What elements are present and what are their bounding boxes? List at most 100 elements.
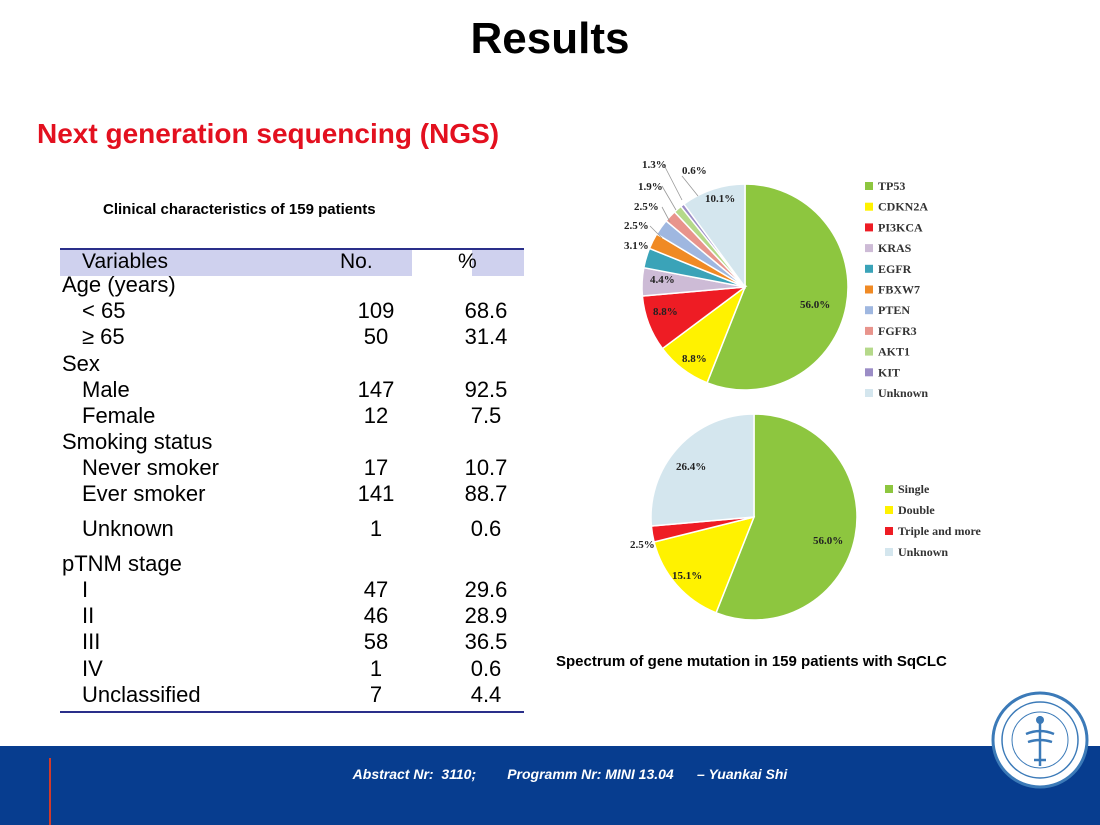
gene-mutation-pie-chart: 56.0% 8.8% 8.8% 4.4% 3.1% 2.5% 2.5% 1.9% 1.3% 0.6… bbox=[624, 159, 928, 400]
legend-label: AKT1 bbox=[878, 345, 910, 359]
legend-label: FGFR3 bbox=[878, 324, 917, 338]
legend-swatch bbox=[865, 182, 873, 190]
table-row: Age (years) bbox=[60, 272, 524, 298]
table-row: pTNM stage bbox=[60, 551, 524, 577]
data-label: 56.0% bbox=[800, 299, 830, 311]
legend-swatch bbox=[865, 389, 873, 397]
row-percent: 31.4 bbox=[464, 324, 508, 349]
legend-label: FBXW7 bbox=[878, 283, 920, 297]
row-count: 12 bbox=[363, 403, 389, 428]
row-count: 147 bbox=[357, 377, 395, 402]
legend-label: Double bbox=[898, 503, 935, 517]
leader-line bbox=[661, 206, 671, 223]
legend-label: EGFR bbox=[878, 262, 912, 276]
legend-label: KRAS bbox=[878, 241, 912, 255]
row-percent: 0.6 bbox=[470, 656, 502, 681]
legend-swatch bbox=[885, 506, 893, 514]
row-label: IV bbox=[82, 656, 103, 681]
legend-label: Unknown bbox=[878, 386, 928, 400]
table-row: Male 147 92.5 bbox=[60, 377, 524, 403]
pie-slice bbox=[715, 413, 858, 621]
row-label: II bbox=[82, 603, 95, 628]
leader-line bbox=[663, 164, 683, 201]
table-row: ≥ 65 50 31.4 bbox=[60, 324, 524, 350]
data-label: 10.1% bbox=[705, 193, 735, 205]
legend-label: PTEN bbox=[878, 303, 910, 317]
row-count: 7 bbox=[369, 682, 383, 707]
legend-swatch bbox=[865, 306, 873, 315]
legend-label: TP53 bbox=[878, 179, 905, 193]
data-label: 26.4% bbox=[676, 461, 706, 473]
hospital-seal-logo bbox=[991, 691, 1089, 789]
table-row: II 46 28.9 bbox=[60, 603, 524, 629]
table-row: IV 1 0.6 bbox=[60, 656, 524, 682]
row-label: Unknown bbox=[82, 516, 174, 541]
table-caption: Clinical characteristics of 159 patients bbox=[103, 201, 376, 218]
section-subtitle: Next generation sequencing (NGS) bbox=[37, 118, 500, 149]
data-label: 56.0% bbox=[813, 535, 843, 547]
leader-line bbox=[681, 175, 699, 197]
row-label: III bbox=[82, 629, 101, 654]
legend-label: Single bbox=[898, 482, 930, 496]
legend-swatch bbox=[865, 368, 873, 377]
legend-label: PI3KCA bbox=[878, 220, 923, 234]
row-label: Unclassified bbox=[82, 682, 201, 707]
legend-swatch bbox=[865, 285, 873, 294]
legend-swatch bbox=[865, 264, 873, 273]
table-header: Variables No. % bbox=[60, 248, 524, 276]
legend-label: KIT bbox=[878, 365, 900, 379]
table-row: I 47 29.6 bbox=[60, 577, 524, 603]
data-label: 15.1% bbox=[672, 570, 702, 582]
table-row: Sex bbox=[60, 351, 524, 377]
legend-swatch bbox=[865, 223, 873, 232]
table-row: III 58 36.5 bbox=[60, 629, 524, 655]
row-percent: 4.4 bbox=[470, 682, 502, 707]
legend-swatch bbox=[865, 202, 873, 211]
row-count: 1 bbox=[369, 516, 383, 541]
row-label: Never smoker bbox=[82, 455, 219, 480]
row-count: 47 bbox=[363, 577, 389, 602]
row-label: Male bbox=[82, 377, 130, 402]
table-row: Unknown 1 0.6 bbox=[60, 516, 524, 542]
table-row: Ever smoker 141 88.7 bbox=[60, 481, 524, 507]
pie-slice bbox=[706, 183, 849, 391]
row-percent: 28.9 bbox=[464, 603, 508, 628]
row-label: Ever smoker bbox=[82, 481, 206, 506]
row-label: Smoking status bbox=[62, 429, 213, 454]
row-count: 58 bbox=[363, 629, 389, 654]
table-row: Unclassified 7 4.4 bbox=[60, 682, 524, 708]
header-pct: % bbox=[458, 250, 477, 273]
slide-title: Results bbox=[470, 14, 630, 63]
footer-bar: Abstract Nr: 3110; Programm Nr: MINI 13.… bbox=[0, 746, 1100, 825]
legend-label: Triple and more bbox=[898, 524, 982, 538]
row-count: 1 bbox=[369, 656, 383, 681]
row-label: Female bbox=[82, 403, 156, 428]
table-row: Never smoker 17 10.7 bbox=[60, 455, 524, 481]
legend-swatch bbox=[885, 527, 893, 535]
row-count: 50 bbox=[363, 324, 389, 349]
row-label: ≥ 65 bbox=[82, 324, 125, 349]
header-variables: Variables bbox=[82, 250, 168, 273]
row-label: pTNM stage bbox=[62, 551, 182, 576]
table-bottom-rule bbox=[60, 711, 524, 713]
leader-line bbox=[661, 185, 677, 211]
data-label: 2.5% bbox=[624, 220, 649, 232]
table-row: < 65 109 68.6 bbox=[60, 298, 524, 324]
row-label: Sex bbox=[62, 351, 100, 376]
legend-swatch bbox=[865, 244, 873, 253]
row-percent: 10.7 bbox=[464, 455, 508, 480]
pie-slice bbox=[650, 413, 755, 527]
row-count: 141 bbox=[357, 481, 395, 506]
row-percent: 36.5 bbox=[464, 629, 508, 654]
data-label: 4.4% bbox=[650, 274, 675, 286]
legend-label: Unknown bbox=[898, 545, 948, 559]
data-label: 8.8% bbox=[653, 306, 678, 318]
clinical-table: Variables No. % bbox=[60, 248, 524, 276]
footer-text: Abstract Nr: 3110; Programm Nr: MINI 13.… bbox=[352, 766, 788, 782]
mutation-count-pie-chart: 56.0% 15.1% 2.5% 26.4% Single Double Triple an… bbox=[630, 413, 982, 621]
row-count: 17 bbox=[363, 455, 389, 480]
row-percent: 92.5 bbox=[464, 377, 508, 402]
legend-swatch bbox=[885, 485, 893, 493]
data-label: 3.1% bbox=[624, 240, 649, 252]
